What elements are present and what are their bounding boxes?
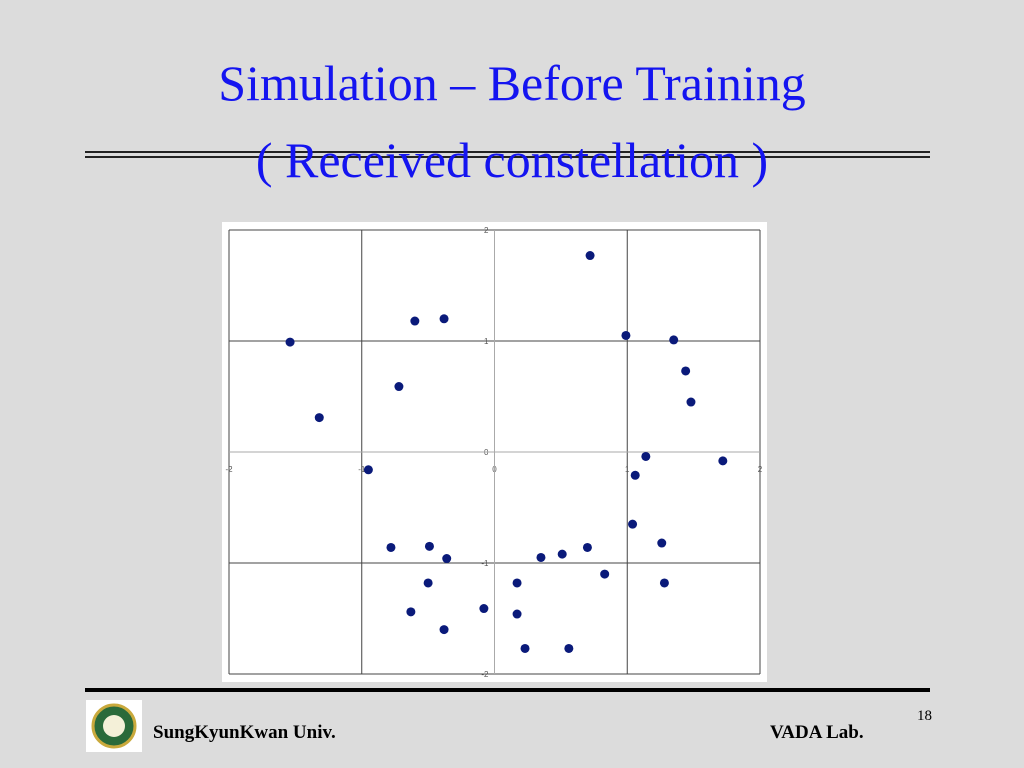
page-number: 18: [917, 708, 932, 724]
point: [628, 519, 638, 529]
point: [512, 578, 522, 588]
title-line: ( Received constellation ): [255, 132, 769, 188]
point: [285, 337, 295, 347]
y-tick-label: 1: [484, 337, 489, 346]
rule: [85, 151, 930, 153]
rule: [85, 156, 930, 158]
point: [406, 607, 416, 617]
y-tick-label: -2: [481, 670, 489, 679]
y-tick-label: 2: [484, 226, 489, 235]
point: [557, 549, 567, 559]
point: [681, 366, 691, 376]
point: [564, 643, 574, 653]
point: [424, 541, 434, 551]
x-tick-label: 2: [758, 465, 763, 474]
y-tick-label: -1: [481, 559, 489, 568]
point: [439, 314, 449, 324]
point: [718, 456, 728, 466]
point: [686, 397, 696, 407]
point: [630, 470, 640, 480]
point: [659, 578, 669, 588]
logo: [86, 700, 142, 752]
point: [386, 542, 396, 552]
point: [512, 609, 522, 619]
point: [442, 554, 452, 564]
point: [641, 451, 651, 461]
point: [585, 251, 595, 261]
point: [536, 552, 546, 562]
point: [621, 330, 631, 340]
point: [394, 382, 404, 392]
footer-right: VADA Lab.: [770, 722, 864, 743]
point: [520, 643, 530, 653]
footer-left: SungKyunKwan Univ.: [153, 722, 336, 743]
point: [582, 542, 592, 552]
point: [657, 538, 667, 548]
point: [410, 316, 420, 326]
x-tick-label: 1: [625, 465, 630, 474]
footer-rule: [85, 688, 930, 692]
point: [439, 625, 449, 635]
point: [363, 465, 373, 475]
point: [600, 569, 610, 579]
point: [423, 578, 433, 588]
x-tick-label: -1: [358, 465, 366, 474]
x-tick-label: -2: [225, 465, 233, 474]
title-line: Simulation – Before Training: [218, 55, 806, 111]
point: [314, 413, 324, 423]
point: [479, 604, 489, 614]
point: [669, 335, 679, 345]
